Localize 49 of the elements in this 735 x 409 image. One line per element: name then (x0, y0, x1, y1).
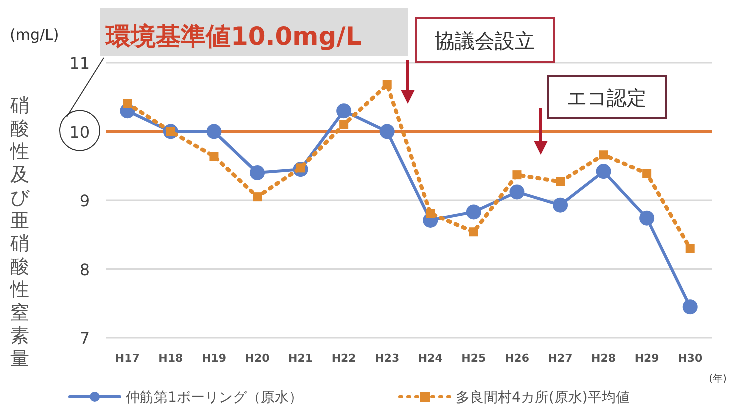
x-tick-label: H23 (375, 352, 400, 365)
point (556, 177, 565, 186)
point (686, 244, 695, 254)
text: 硝酸性及び亜硝酸性窒素量 (10, 95, 30, 370)
x-tick-label: H27 (548, 352, 573, 365)
point (596, 164, 612, 180)
text: 協議会設立 (435, 29, 535, 53)
point (382, 80, 392, 90)
y-tick-label: 11 (70, 54, 90, 73)
text: (mg/L) (10, 26, 60, 44)
point (426, 209, 436, 218)
point (250, 166, 265, 180)
y-tick-label: 9 (80, 192, 90, 210)
point (599, 150, 608, 160)
point (340, 120, 349, 130)
x-tick-label: H25 (462, 352, 486, 365)
x-tick-label: H24 (418, 352, 444, 365)
point (336, 104, 352, 119)
point (553, 198, 568, 213)
y-tick-label: 7 (80, 329, 90, 348)
x-tick-label: H19 (202, 352, 226, 365)
y-tick-label: 8 (80, 260, 90, 280)
point (640, 210, 655, 226)
point (510, 184, 525, 200)
point (123, 99, 132, 108)
x-tick-label: H18 (158, 352, 184, 365)
annotation: エコ認定 (567, 86, 647, 110)
x-tick-label: H21 (288, 352, 314, 365)
x-tick-label: H17 (115, 352, 140, 365)
legend-label: 多良間村4カ所(原水)平均値 (456, 390, 630, 406)
point (682, 300, 698, 315)
x-tick-label: H26 (504, 352, 530, 365)
legend-label: 仲筋第1ボーリング（原水） (126, 390, 303, 406)
point (642, 169, 652, 178)
text: 環境基準値10.0mg/L (105, 22, 362, 51)
point (206, 124, 222, 140)
y-tick-label: 10 (70, 122, 90, 142)
point (210, 152, 219, 161)
x-tick-label: H29 (634, 352, 660, 365)
x-tick-label: H28 (592, 352, 616, 365)
x-axis-title: (年) (709, 373, 727, 385)
x-tick-label: H22 (332, 352, 356, 365)
point (469, 228, 478, 237)
point (466, 204, 482, 220)
point (253, 192, 262, 202)
point (380, 124, 395, 140)
point (512, 170, 522, 180)
x-tick-label: H30 (678, 352, 703, 365)
x-tick-label: H20 (245, 352, 270, 365)
